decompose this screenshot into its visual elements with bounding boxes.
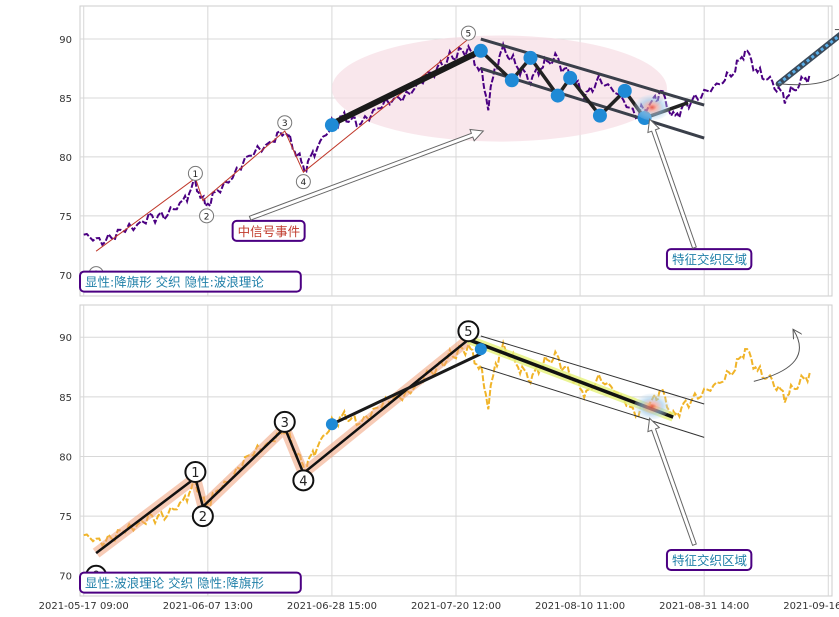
annotation-box [79, 270, 302, 293]
signal-dot [617, 83, 632, 98]
y-tick-label: 85 [59, 393, 72, 404]
y-tick-label: 70 [59, 271, 72, 282]
annotation-text: 中信号事件 [238, 224, 301, 239]
wave-label-text: 5 [464, 325, 472, 340]
signal-dot [563, 70, 578, 85]
annotation-text: 显性:波浪理论 交织 隐性:降旗形 [85, 576, 264, 591]
x-axis-tick-labels: 2021-05-17 09:00 2021-06-07 13:00 2021-06-… [39, 601, 839, 612]
y-tick-label: 80 [59, 153, 72, 164]
x-tick-label: 2021-06-07 13:00 [163, 601, 253, 612]
wave-line [95, 38, 469, 252]
wave-label-circle [457, 320, 480, 343]
top-panel: 7075808590012345中信号事件特征交织区域显性:降旗形 交织 隐性:… [59, 5, 839, 297]
wave-label-text: 3 [282, 119, 288, 129]
x-tick-label: 2021-08-10 11:00 [535, 601, 625, 612]
wave-label-circle [295, 174, 311, 190]
wave-label-text: 2 [199, 510, 207, 525]
signal-dot [550, 88, 565, 103]
signal-dot [325, 418, 338, 431]
price-line [83, 40, 811, 247]
signal-dot [473, 43, 488, 58]
wave-label-circle [292, 469, 315, 492]
signal-dot [504, 73, 519, 88]
y-tick-label: 85 [59, 94, 72, 105]
signal-dot [324, 118, 339, 133]
flag-channel-lower [480, 366, 705, 438]
annotation-box [79, 571, 302, 594]
y-tick-label: 70 [59, 572, 72, 583]
wave-label-text: 4 [299, 474, 307, 489]
signal-glow [634, 94, 671, 121]
pointer-arrow-zone [647, 417, 697, 547]
y-tick-label: 90 [59, 333, 72, 344]
x-tick-label: 2021-06-28 15:00 [287, 601, 377, 612]
pointer-arrow-event [248, 128, 485, 221]
wave-label-circle [184, 460, 207, 483]
price-line [83, 338, 811, 548]
wave-line [95, 338, 470, 555]
future-arrow-curve [753, 330, 800, 382]
signal-dot [474, 343, 487, 356]
y-tick-label: 75 [59, 512, 72, 523]
wave-label-circle [187, 165, 203, 181]
wave-label-text: 1 [191, 466, 199, 481]
flag-channel-upper [480, 335, 705, 405]
signal-glow [634, 393, 671, 420]
wave-label-text: 4 [300, 178, 306, 188]
annotation-text: 显性:降旗形 交织 隐性:波浪理论 [85, 275, 264, 290]
x-tick-label: 2021-05-17 09:00 [39, 601, 129, 612]
wave-label-text: 1 [193, 170, 199, 180]
signal-dot [523, 50, 538, 65]
annotation-text: 特征交织区域 [672, 252, 747, 267]
annotation-text: 特征交织区域 [672, 553, 747, 568]
annotation-box [231, 219, 306, 242]
highlight-ellipse [331, 35, 667, 142]
wave-label-circle [191, 505, 214, 528]
wave-label-circle [460, 25, 476, 41]
annotation-box [665, 248, 753, 271]
future-arrow-curve [778, 73, 839, 86]
flag-channel-upper [480, 37, 705, 107]
pointer-arrow-zone [647, 118, 697, 249]
wave-label-circle [273, 410, 296, 433]
x-tick-label: 2021-09-16 15:00 [783, 601, 839, 612]
y-tick-label: 75 [59, 212, 72, 223]
annotation-box [665, 548, 753, 571]
signal-dot [592, 108, 607, 123]
wave-label-text: 2 [204, 212, 210, 222]
impulse-thick-line [330, 352, 483, 426]
x-tick-label: 2021-08-31 14:00 [659, 601, 749, 612]
wave-label-text: 5 [466, 30, 472, 40]
impulse-thick-line [328, 47, 484, 127]
y-tick-label: 90 [59, 35, 72, 46]
wave-label-circle [199, 208, 215, 224]
future-arrow-core [777, 33, 839, 85]
wave-label-circle [277, 115, 293, 131]
y-tick-label: 80 [59, 452, 72, 463]
x-tick-label: 2021-07-20 12:00 [411, 601, 501, 612]
wave-label-text: 3 [281, 416, 289, 431]
bottom-panel: 7075808590012345特征交织区域显性:波浪理论 交织 隐性:降旗形 [59, 304, 833, 597]
